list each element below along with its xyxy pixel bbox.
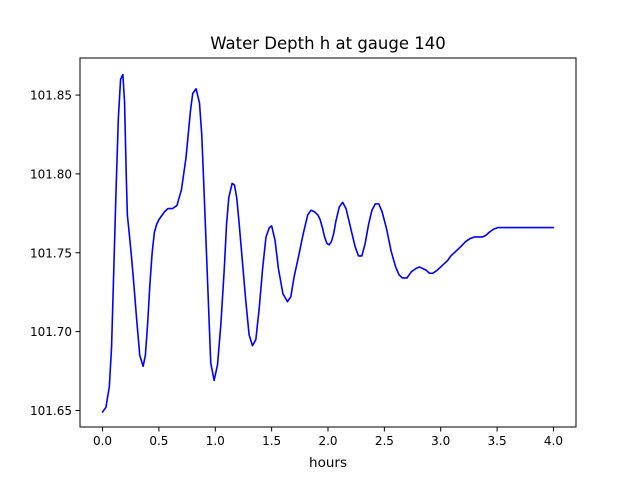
y-tick-label: 101.85	[30, 89, 72, 103]
y-tick-label: 101.70	[30, 325, 72, 339]
x-axis: 0.0 0.5 1.0 1.5 2.0 2.5 3.0 3.5 4.0	[93, 427, 563, 448]
chart-title: Water Depth h at gauge 140	[210, 34, 445, 53]
x-tick-label: 1.5	[262, 434, 281, 448]
x-tick-label: 0.0	[93, 434, 112, 448]
x-tick-label: 4.0	[544, 434, 563, 448]
y-tick-label: 101.75	[30, 246, 72, 260]
x-tick-label: 1.0	[206, 434, 225, 448]
x-tick-label: 0.5	[149, 434, 168, 448]
x-tick-label: 3.0	[431, 434, 450, 448]
x-tick-label: 3.5	[488, 434, 507, 448]
x-tick-label: 2.5	[375, 434, 394, 448]
series-line-0	[101, 73, 555, 413]
y-axis: 101.65 101.70 101.75 101.80 101.85	[30, 89, 80, 418]
y-tick-label: 101.80	[30, 167, 72, 181]
x-tick-label: 2.0	[318, 434, 337, 448]
y-tick-label: 101.65	[30, 404, 72, 418]
x-axis-label: hours	[309, 455, 347, 471]
